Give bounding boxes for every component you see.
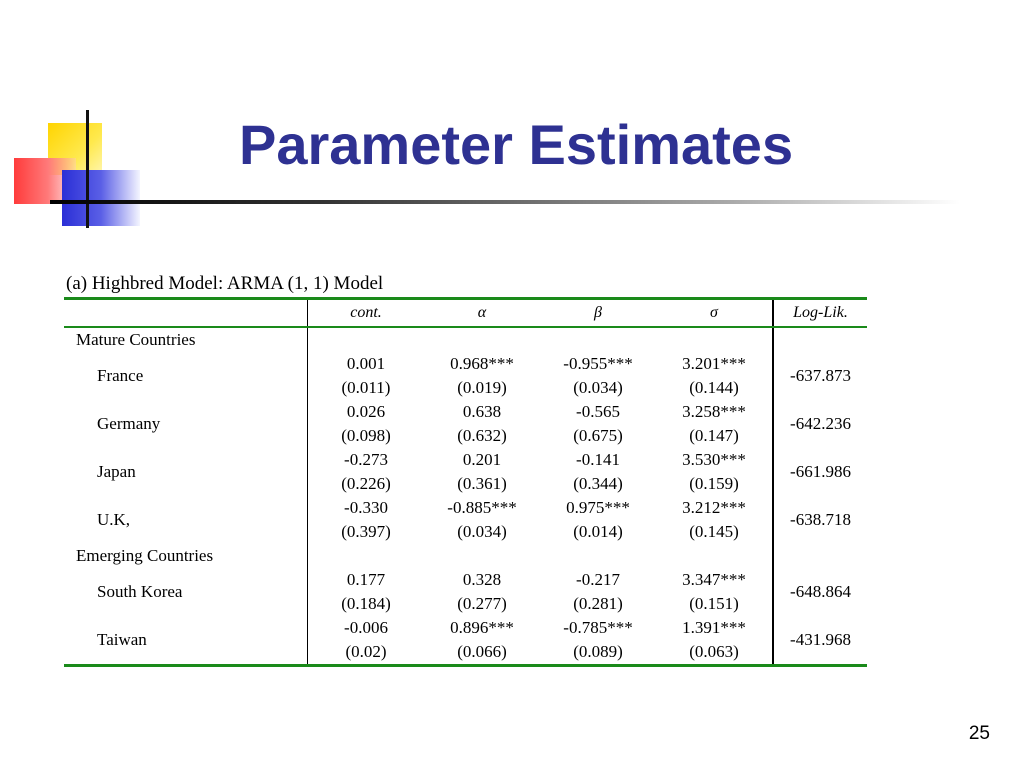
estimate-row: U.K, -0.330 -0.885*** 0.975*** 3.212*** -638.… bbox=[64, 496, 867, 544]
header-cont: cont. bbox=[307, 298, 424, 328]
std-error-cell: (0.147) bbox=[689, 426, 739, 445]
std-error-row: (0.011) (0.019) (0.034) (0.144) bbox=[64, 376, 867, 400]
decor-vertical-line bbox=[86, 110, 89, 228]
estimates-table: cont. α β σ Log-Lik. Mature Countries Fra… bbox=[64, 297, 867, 667]
group-blank-cell bbox=[307, 544, 773, 568]
estimate-cell: -0.565 bbox=[576, 402, 620, 421]
std-error-row: (0.226) (0.361) (0.344) (0.159) bbox=[64, 472, 867, 496]
estimate-row: France 0.001 0.968*** -0.955*** 3.201*** -637… bbox=[64, 352, 867, 400]
header-blank bbox=[64, 298, 308, 328]
estimate-cell: 0.896*** bbox=[450, 618, 514, 637]
estimate-cell: -0.330 bbox=[307, 496, 424, 520]
estimate-cell: 0.201 bbox=[462, 450, 502, 469]
estimate-cell: 3.258*** bbox=[682, 402, 746, 421]
slide-title: Parameter Estimates bbox=[239, 113, 794, 176]
estimate-cell: 0.328 bbox=[462, 570, 502, 589]
estimate-cell: -0.141 bbox=[576, 450, 620, 469]
std-error-cell: (0.034) bbox=[457, 522, 507, 541]
std-error-cell: (0.151) bbox=[689, 594, 739, 613]
std-error-cell: (0.034) bbox=[573, 378, 623, 397]
estimate-cell: 3.212*** bbox=[682, 498, 746, 517]
country-label: Taiwan bbox=[97, 630, 147, 649]
estimate-cell: -0.006 bbox=[307, 616, 424, 640]
std-error-cell: (0.344) bbox=[573, 474, 623, 493]
estimate-cell: 0.177 bbox=[307, 568, 424, 592]
estimate-cell: -0.955*** bbox=[563, 354, 633, 373]
estimate-cell: -0.885*** bbox=[447, 498, 517, 517]
decor-blue-square bbox=[62, 170, 140, 226]
std-error-cell: (0.277) bbox=[457, 594, 507, 613]
loglik-cell: -648.864 bbox=[772, 568, 867, 616]
country-label: Japan bbox=[97, 462, 136, 481]
group-blank-loglik bbox=[772, 327, 867, 352]
loglik-cell: -661.986 bbox=[772, 448, 867, 496]
estimate-cell: -0.273 bbox=[307, 448, 424, 472]
country-label: South Korea bbox=[97, 582, 183, 601]
group-row: Emerging Countries bbox=[64, 544, 867, 568]
std-error-row: (0.098) (0.632) (0.675) (0.147) bbox=[64, 424, 867, 448]
loglik-cell: -642.236 bbox=[772, 400, 867, 448]
estimate-cell: 3.530*** bbox=[682, 450, 746, 469]
page-number: 25 bbox=[968, 723, 990, 744]
table-header-row: cont. α β σ Log-Lik. bbox=[64, 298, 867, 328]
std-error-cell: (0.675) bbox=[573, 426, 623, 445]
std-error-cell: (0.011) bbox=[307, 376, 424, 400]
title-underline bbox=[50, 200, 960, 204]
std-error-cell: (0.397) bbox=[307, 520, 424, 544]
estimate-cell: 0.968*** bbox=[450, 354, 514, 373]
std-error-cell: (0.361) bbox=[457, 474, 507, 493]
country-label: U.K, bbox=[97, 510, 131, 529]
header-beta: β bbox=[540, 298, 656, 328]
std-error-cell: (0.184) bbox=[307, 592, 424, 616]
estimate-row: Japan -0.273 0.201 -0.141 3.530*** -661.986 bbox=[64, 448, 867, 496]
table-caption: (a) Highbred Model: ARMA (1, 1) Model bbox=[66, 273, 384, 294]
loglik-cell: -637.873 bbox=[772, 352, 867, 400]
estimate-cell: 3.347*** bbox=[682, 570, 746, 589]
std-error-row: (0.184) (0.277) (0.281) (0.151) bbox=[64, 592, 867, 616]
std-error-cell: (0.089) bbox=[573, 642, 623, 661]
header-sigma: σ bbox=[656, 298, 773, 328]
estimate-cell: -0.785*** bbox=[563, 618, 633, 637]
std-error-cell: (0.02) bbox=[307, 640, 424, 666]
std-error-cell: (0.226) bbox=[307, 472, 424, 496]
country-label: France bbox=[97, 366, 144, 385]
estimate-row: South Korea 0.177 0.328 -0.217 3.347*** -648.… bbox=[64, 568, 867, 616]
std-error-cell: (0.145) bbox=[689, 522, 739, 541]
group-label: Mature Countries bbox=[76, 330, 196, 349]
estimate-cell: -0.217 bbox=[576, 570, 620, 589]
std-error-cell: (0.098) bbox=[307, 424, 424, 448]
std-error-cell: (0.281) bbox=[573, 594, 623, 613]
group-blank-cell bbox=[307, 327, 773, 352]
std-error-row: (0.397) (0.034) (0.014) (0.145) bbox=[64, 520, 867, 544]
estimate-row: Taiwan -0.006 0.896*** -0.785*** 1.391*** -43… bbox=[64, 616, 867, 666]
std-error-row: (0.02) (0.066) (0.089) (0.063) bbox=[64, 640, 867, 666]
header-loglik: Log-Lik. bbox=[772, 298, 867, 328]
group-row: Mature Countries bbox=[64, 327, 867, 352]
std-error-cell: (0.159) bbox=[689, 474, 739, 493]
estimate-cell: 0.001 bbox=[307, 352, 424, 376]
estimate-cell: 0.975*** bbox=[566, 498, 630, 517]
std-error-cell: (0.014) bbox=[573, 522, 623, 541]
estimate-row: Germany 0.026 0.638 -0.565 3.258*** -642.236 bbox=[64, 400, 867, 448]
std-error-cell: (0.019) bbox=[457, 378, 507, 397]
group-blank-loglik bbox=[772, 544, 867, 568]
loglik-cell: -431.968 bbox=[772, 616, 867, 666]
header-alpha: α bbox=[424, 298, 540, 328]
country-label: Germany bbox=[97, 414, 161, 433]
std-error-cell: (0.066) bbox=[457, 642, 507, 661]
group-label: Emerging Countries bbox=[76, 546, 214, 565]
std-error-cell: (0.144) bbox=[689, 378, 739, 397]
std-error-cell: (0.063) bbox=[689, 642, 739, 661]
estimate-cell: 0.638 bbox=[462, 402, 502, 421]
estimate-cell: 3.201*** bbox=[682, 354, 746, 373]
std-error-cell: (0.632) bbox=[457, 426, 507, 445]
estimate-cell: 1.391*** bbox=[682, 618, 746, 637]
estimate-cell: 0.026 bbox=[307, 400, 424, 424]
loglik-cell: -638.718 bbox=[772, 496, 867, 544]
